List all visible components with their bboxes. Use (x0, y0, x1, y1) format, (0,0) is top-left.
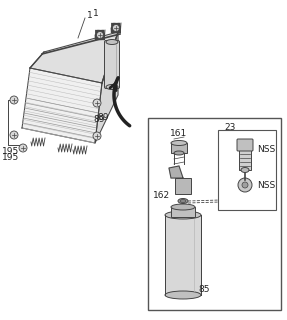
Circle shape (10, 96, 18, 104)
Text: 195: 195 (2, 148, 19, 156)
Bar (239, 148, 251, 170)
Bar (171, 207, 195, 217)
Circle shape (242, 182, 248, 188)
Text: 162: 162 (153, 190, 170, 199)
Text: 161: 161 (170, 129, 187, 138)
Bar (148, 118, 281, 310)
FancyBboxPatch shape (237, 139, 253, 151)
Ellipse shape (165, 211, 201, 219)
Ellipse shape (171, 204, 195, 210)
Text: 1: 1 (93, 10, 99, 19)
Polygon shape (95, 32, 118, 143)
Circle shape (93, 99, 101, 107)
Polygon shape (169, 166, 183, 178)
Polygon shape (22, 68, 102, 143)
Ellipse shape (180, 199, 186, 203)
Ellipse shape (165, 291, 201, 299)
Ellipse shape (178, 198, 188, 204)
Bar (171, 143, 187, 153)
Ellipse shape (106, 84, 118, 90)
Ellipse shape (174, 151, 184, 155)
FancyBboxPatch shape (104, 41, 119, 89)
Circle shape (113, 25, 119, 31)
Text: 89: 89 (97, 114, 108, 123)
Ellipse shape (106, 39, 118, 44)
Ellipse shape (241, 167, 249, 172)
Text: 195: 195 (2, 154, 19, 163)
Text: 1: 1 (87, 12, 93, 20)
Text: NSS: NSS (257, 180, 275, 189)
Ellipse shape (171, 140, 187, 146)
Bar (175, 178, 191, 194)
Polygon shape (30, 32, 118, 83)
Bar (218, 130, 276, 210)
Circle shape (10, 131, 18, 139)
Circle shape (19, 144, 27, 152)
Text: 85: 85 (198, 285, 210, 294)
Circle shape (96, 31, 104, 38)
Text: 89: 89 (93, 116, 104, 124)
Bar (165, 215, 201, 295)
Circle shape (238, 178, 252, 192)
Text: NSS: NSS (257, 146, 275, 155)
Circle shape (93, 132, 101, 140)
Text: 23: 23 (224, 124, 235, 132)
